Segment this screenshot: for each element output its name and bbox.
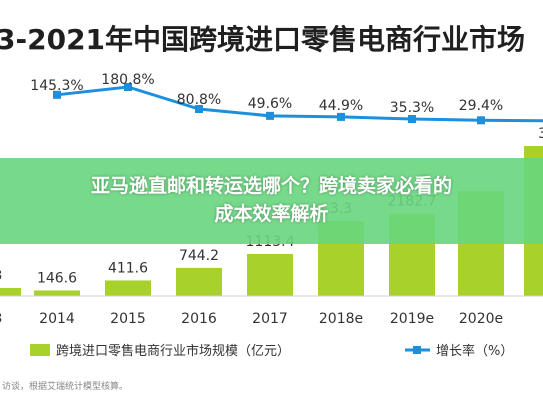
x-tick-label-6: 2019e [390,311,434,327]
x-tick-label-7: 2020e [459,311,503,327]
legend-label-line: 增长率（%） [436,343,513,359]
bar-value-label-8: 35 [538,126,543,142]
x-tick-label-1: 2014 [39,311,75,327]
overlay-banner [0,158,543,244]
x-tick-label-4: 2017 [252,311,288,327]
bar-3 [176,267,222,296]
footnote: 访谈，根据艾瑞统计模型核算。 [2,380,128,392]
growth-line [56,85,543,123]
growth-value-label-4: 49.6% [248,96,292,112]
overlay-headline: 亚马逊直邮和转运选哪个？跨境卖家必看的 成本效率解析 [0,172,543,228]
bar-value-label-1: 146.6 [37,270,77,286]
bar-value-label-3: 744.2 [179,248,219,264]
legend-swatch-bars [30,344,50,356]
growth-value-label-7: 29.4% [459,98,503,114]
bar-2 [105,280,151,296]
growth-value-label-2: 180.8% [101,72,154,88]
growth-value-label-5: 44.9% [319,98,363,114]
growth-point-1 [53,90,61,99]
x-tick-label-5: 2018e [319,311,363,327]
growth-point-6 [408,115,416,124]
x-tick-label-2: 2015 [110,311,146,327]
growth-value-label-3: 80.8% [177,92,221,108]
growth-point-3 [195,105,203,113]
legend-swatch-line-marker [413,346,421,354]
growth-point-4 [266,111,274,120]
growth-value-label-6: 35.3% [390,100,434,116]
growth-point-7 [477,116,485,125]
bar-4 [247,253,293,296]
growth-point-2 [124,83,132,91]
growth-value-label-1: 145.3% [30,78,83,94]
legend-label-bars: 跨境进口零售电商行业市场规模（亿元） [56,343,290,359]
bar-1 [34,290,80,296]
bar-0 [0,288,21,296]
x-tick-label-3: 2016 [181,311,217,327]
growth-point-5 [337,112,345,121]
x-tick-label-0: 3 [0,311,2,327]
bar-value-label-2: 411.6 [108,260,148,276]
chart-title: 3-2021年中国跨境进口零售电商行业市场 [0,23,525,56]
overlay-line-2: 成本效率解析 [214,203,329,225]
bar-value-label-0: 3 [0,268,2,284]
overlay-line-1: 亚马逊直邮和转运选哪个？跨境卖家必看的 [90,175,452,197]
